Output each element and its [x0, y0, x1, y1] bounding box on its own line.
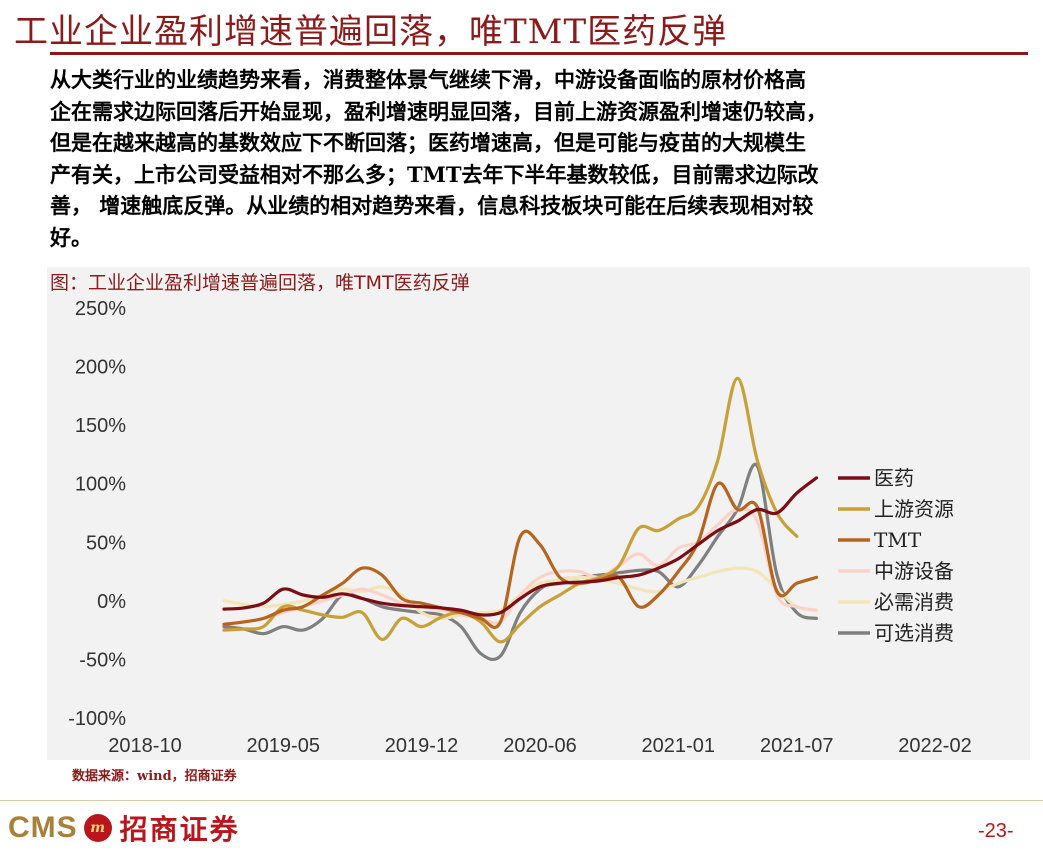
series-line [222, 476, 819, 617]
series-line [222, 507, 819, 626]
x-tick-label: 2021-01 [642, 735, 715, 757]
y-tick-label: 200% [75, 357, 126, 379]
y-tick-label: -100% [68, 708, 126, 730]
x-tick-label: 2020-06 [503, 735, 576, 757]
series-line [222, 481, 819, 629]
y-tick-label: 0% [97, 591, 126, 613]
series-line [222, 376, 799, 644]
logo-emblem-icon: m [83, 814, 112, 842]
y-tick-label: 50% [86, 532, 126, 554]
x-tick-label: 2022-02 [898, 735, 971, 757]
logo-company-name: 招商证券 [119, 813, 240, 846]
summary-text: 从大类行业的业绩趋势来看，消费整体景气继续下滑，中游设备面临的原材价格高 企在需… [50, 64, 1035, 253]
x-tick-label: 2018-10 [108, 735, 181, 757]
data-source: 数据来源：wind，招商证券 [72, 769, 237, 784]
legend-label: TMT [874, 528, 922, 552]
summary-line: 从大类行业的业绩趋势来看，消费整体景气继续下滑，中游设备面临的原材价格高 [50, 67, 806, 92]
y-tick-label: 250% [75, 298, 126, 320]
footer-divider [0, 800, 1043, 801]
legend-label: 必需消费 [874, 590, 954, 614]
chart-title: 图：工业企业盈利增速普遍回落，唯TMT医药反弹 [50, 272, 470, 294]
logo-text: CMS [8, 811, 78, 844]
summary-line: 善， 增速触底反弹。从业绩的相对趋势来看，信息科技板块可能在后续表现相对较 [50, 193, 814, 218]
title-divider [50, 52, 1028, 55]
summary-line: 但是在越来越高的基数效应下不断回落；医药增速高，但是可能与疫苗的大规模生 [50, 130, 806, 155]
summary-line: 好。 [50, 224, 92, 250]
x-tick-label: 2019-05 [247, 735, 320, 757]
x-tick-label: 2021-07 [760, 735, 833, 757]
page-number: -23- [978, 820, 1014, 842]
legend-label: 上游资源 [874, 497, 954, 521]
company-logo: CMS m 招商证券 [8, 808, 240, 848]
summary-line: 企在需求边际回落后开始显现，盈利增速明显回落，目前上游资源盈利增速仍较高， [50, 98, 827, 124]
legend-label: 可选消费 [874, 621, 954, 645]
y-tick-label: 100% [75, 474, 126, 496]
y-tick-label: -50% [79, 649, 126, 671]
legend-label: 中游设备 [874, 559, 954, 583]
legend-label: 医药 [874, 466, 914, 490]
chart-panel [47, 267, 1030, 760]
summary-line: 产有关，上市公司受益相对不那么多；TMT去年下半年基数较低，目前需求边际改 [50, 161, 819, 187]
slide-title: 工业企业盈利增速普遍回落，唯TMT医药反弹 [14, 12, 728, 52]
x-tick-label: 2019-12 [385, 735, 458, 757]
y-tick-label: 150% [75, 415, 126, 437]
